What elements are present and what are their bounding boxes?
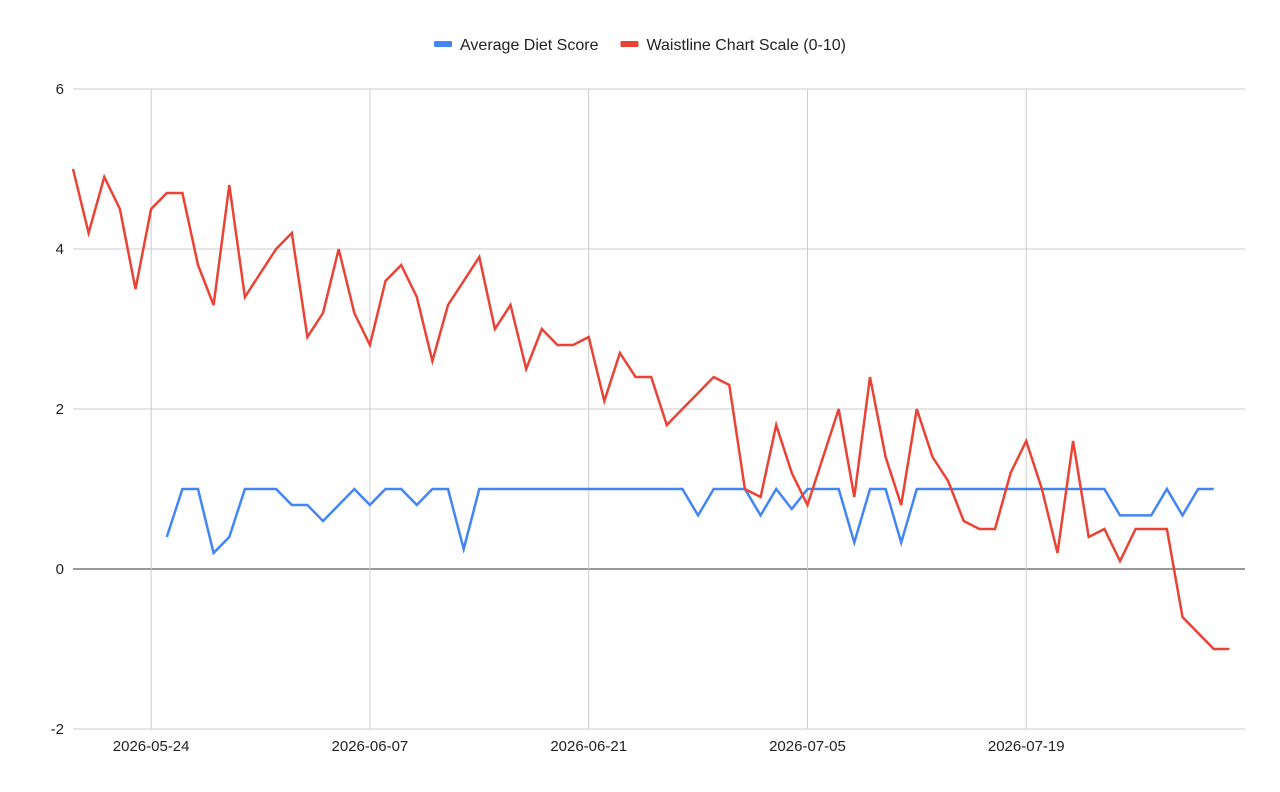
- legend-item[interactable]: Waistline Chart Scale (0-10): [620, 37, 846, 54]
- y-tick-label: 6: [56, 81, 64, 98]
- x-tick-label: 2026-06-07: [332, 738, 409, 755]
- x-tick-label: 2026-06-21: [550, 738, 627, 755]
- series-line-average-diet-score: [165, 486, 1214, 556]
- series-lines: [71, 168, 1230, 651]
- legend: Average Diet Score Waistline Chart Scale …: [434, 37, 846, 54]
- legend-swatch: [434, 41, 453, 47]
- legend-item[interactable]: Average Diet Score: [434, 37, 599, 54]
- x-tick-label: 2026-05-24: [113, 738, 190, 755]
- x-tick-label: 2026-07-05: [769, 738, 846, 755]
- legend-swatch: [620, 41, 639, 47]
- x-tick-label: 2026-07-19: [988, 738, 1065, 755]
- axes: -2 0 2 4 6 2026-05-24 2026-06-07 2026-06-21 2026…: [51, 81, 1065, 755]
- y-tick-label: -2: [51, 721, 64, 738]
- y-tick-label: 0: [56, 561, 64, 578]
- y-tick-label: 4: [56, 241, 64, 258]
- legend-label: Average Diet Score: [460, 37, 599, 54]
- y-tick-label: 2: [56, 401, 64, 418]
- series-line-waistline-chart-scale: [71, 168, 1230, 651]
- legend-label: Waistline Chart Scale (0-10): [646, 37, 845, 54]
- grid-lines: [73, 88, 1245, 730]
